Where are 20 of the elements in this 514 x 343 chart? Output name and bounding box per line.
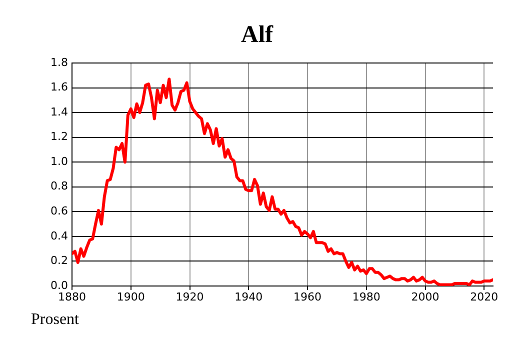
y-tick-label: 1.4 bbox=[50, 105, 68, 118]
x-tick-label: 1960 bbox=[294, 290, 322, 304]
x-tick-label: 1980 bbox=[352, 290, 380, 304]
x-tick-label: 1900 bbox=[116, 290, 145, 304]
y-tick-label: 1.2 bbox=[50, 130, 68, 144]
y-tick-label: 1.6 bbox=[50, 80, 68, 94]
x-tick-label: 1940 bbox=[234, 290, 263, 304]
y-tick-label: 0.2 bbox=[50, 254, 68, 268]
x-tick-label: 2000 bbox=[411, 290, 440, 304]
y-tick-label: 1.8 bbox=[50, 56, 68, 69]
chart-title: Alf bbox=[241, 22, 274, 48]
y-tick-label: 0.8 bbox=[50, 180, 68, 193]
x-tick-label: 1880 bbox=[58, 290, 86, 304]
x-tick-label: 1920 bbox=[176, 290, 204, 304]
x-tick-label: 2020 bbox=[470, 290, 498, 304]
y-axis-title: Prosent bbox=[31, 311, 80, 328]
y-tick-label: 0.0 bbox=[50, 278, 68, 292]
y-tick-label: 0.4 bbox=[50, 229, 68, 242]
y-tick-label: 1.0 bbox=[50, 154, 68, 168]
y-tick-label: 0.6 bbox=[50, 204, 68, 218]
